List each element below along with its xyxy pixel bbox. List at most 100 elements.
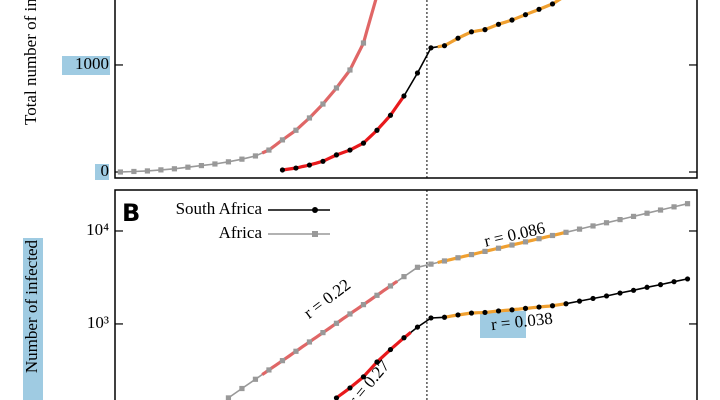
data-point: [603, 293, 610, 299]
data-point: [495, 308, 502, 314]
data-point: [225, 159, 232, 165]
data-point: [320, 330, 326, 336]
data-point: [495, 245, 502, 251]
data-point: [279, 137, 286, 143]
data-point: [333, 85, 340, 91]
data-point: [617, 290, 623, 296]
data-point: [360, 302, 367, 308]
data-point: [374, 127, 380, 133]
data-point: [171, 166, 178, 172]
data-point: [414, 70, 421, 76]
data-point: [576, 298, 583, 304]
data-point: [576, 226, 583, 232]
plot-frame: [114, 0, 698, 179]
legend-label: South Africa: [176, 199, 263, 218]
data-point: [522, 239, 529, 245]
data-point: [306, 115, 313, 121]
data-point: [212, 161, 218, 167]
data-point: [293, 127, 299, 133]
data-point: [198, 162, 205, 169]
data-point: [495, 21, 502, 27]
data-point: [549, 303, 556, 309]
data-point: [428, 315, 434, 321]
data-point: [252, 376, 259, 382]
data-point: [414, 264, 421, 270]
data-point: [347, 385, 353, 391]
data-point: [387, 283, 394, 289]
data-point: [131, 168, 137, 175]
data-point: [374, 292, 380, 298]
y-axis-label: Total number of infected: [21, 0, 40, 125]
y-tick-label: 10³: [87, 313, 109, 332]
data-point: [333, 320, 340, 326]
data-point: [482, 309, 488, 316]
data-point: [468, 251, 475, 258]
data-point: [630, 213, 637, 220]
annotation: r = 0.27: [344, 356, 393, 400]
data-point: [306, 339, 313, 345]
data-point: [671, 279, 677, 285]
y-tick-label: 1000: [75, 54, 109, 73]
legend-marker: [312, 207, 318, 213]
label-highlight: [480, 311, 526, 338]
data-point: [644, 210, 650, 216]
data-point: [657, 207, 664, 213]
data-point: [522, 305, 529, 311]
data-point: [482, 27, 488, 33]
data-point: [644, 284, 650, 290]
data-point: [509, 17, 515, 23]
data-point: [293, 165, 299, 171]
data-point: [144, 168, 151, 174]
series-line: [336, 278, 688, 399]
data-point: [360, 374, 367, 380]
data-point: [306, 162, 313, 168]
data-point: [387, 346, 394, 353]
data-point: [428, 45, 434, 51]
fit-line: [444, 302, 567, 319]
data-point: [509, 307, 515, 313]
data-point: [468, 29, 475, 35]
data-point: [428, 261, 434, 267]
data-point: [266, 147, 272, 153]
data-point: [360, 140, 367, 146]
data-point: [455, 312, 461, 318]
data-point: [549, 232, 556, 239]
data-point: [536, 304, 542, 310]
data-point: [509, 242, 515, 248]
data-point: [266, 367, 272, 373]
data-point: [522, 12, 529, 18]
data-point: [603, 220, 610, 226]
data-point: [441, 314, 448, 320]
series-line: [282, 0, 561, 171]
data-point: [347, 67, 353, 73]
data-point: [279, 167, 286, 173]
data-point: [320, 101, 326, 107]
data-point: [441, 43, 448, 49]
data-point: [590, 295, 596, 302]
label-highlight: [23, 238, 43, 400]
data-point: [117, 169, 124, 175]
data-point: [468, 310, 475, 316]
data-point: [185, 164, 191, 170]
data-point: [239, 385, 245, 392]
legend-marker: [312, 231, 318, 237]
y-tick-label: 0: [101, 161, 110, 180]
data-point: [401, 274, 407, 280]
data-point: [536, 236, 542, 242]
data-point: [441, 258, 448, 264]
data-point: [590, 223, 596, 229]
data-point: [549, 1, 556, 7]
data-point: [455, 255, 461, 261]
data-point: [360, 40, 367, 46]
data-point: [563, 301, 569, 307]
data-point: [333, 395, 340, 400]
plot-frame: [114, 189, 698, 400]
data-point: [347, 147, 353, 153]
data-point: [657, 282, 664, 288]
label-highlight: [62, 56, 110, 75]
y-tick-label: 10⁴: [86, 220, 109, 239]
data-point: [374, 359, 380, 365]
data-point: [630, 287, 637, 293]
data-point: [387, 112, 394, 118]
